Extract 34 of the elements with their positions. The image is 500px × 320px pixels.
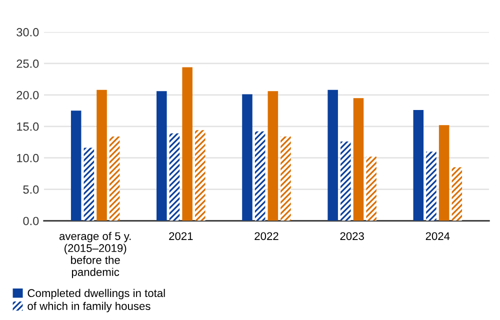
bar xyxy=(280,136,291,221)
y-tick-label: 5.0 xyxy=(23,185,39,194)
bar xyxy=(353,98,364,221)
y-tick-label: 15.0 xyxy=(17,122,39,131)
bar xyxy=(340,142,351,221)
bar xyxy=(169,133,180,221)
bar xyxy=(242,94,252,221)
bar xyxy=(109,136,120,221)
x-tick-label: 2023 xyxy=(340,232,364,240)
y-tick-label: 10.0 xyxy=(17,154,39,162)
bar xyxy=(366,156,376,221)
bar xyxy=(254,131,266,221)
bar xyxy=(438,125,450,221)
bar xyxy=(156,91,167,221)
bar xyxy=(70,110,82,221)
legend-label: of which in family houses xyxy=(28,302,150,312)
x-tick-label: 2022 xyxy=(254,232,278,240)
y-tick-label: 30.0 xyxy=(16,28,39,36)
bar xyxy=(96,90,107,221)
y-tick-label: 25.0 xyxy=(16,60,39,68)
x-tick-label: 2024 xyxy=(426,232,450,240)
bar xyxy=(328,90,338,221)
bar xyxy=(426,152,436,221)
y-tick-label: 20.0 xyxy=(16,90,39,100)
x-tick-label: average of 5 y. (2015–2019) before the pandemic xyxy=(59,232,131,278)
bar xyxy=(182,67,192,221)
bar xyxy=(268,91,278,221)
bar xyxy=(452,167,462,221)
x-tick-label: 2021 xyxy=(169,232,193,240)
y-tick-label: 0.0 xyxy=(23,216,39,226)
bar xyxy=(195,130,206,221)
bar xyxy=(413,110,424,221)
bar xyxy=(84,148,94,221)
legend-label: Completed dwellings in total xyxy=(28,288,165,300)
